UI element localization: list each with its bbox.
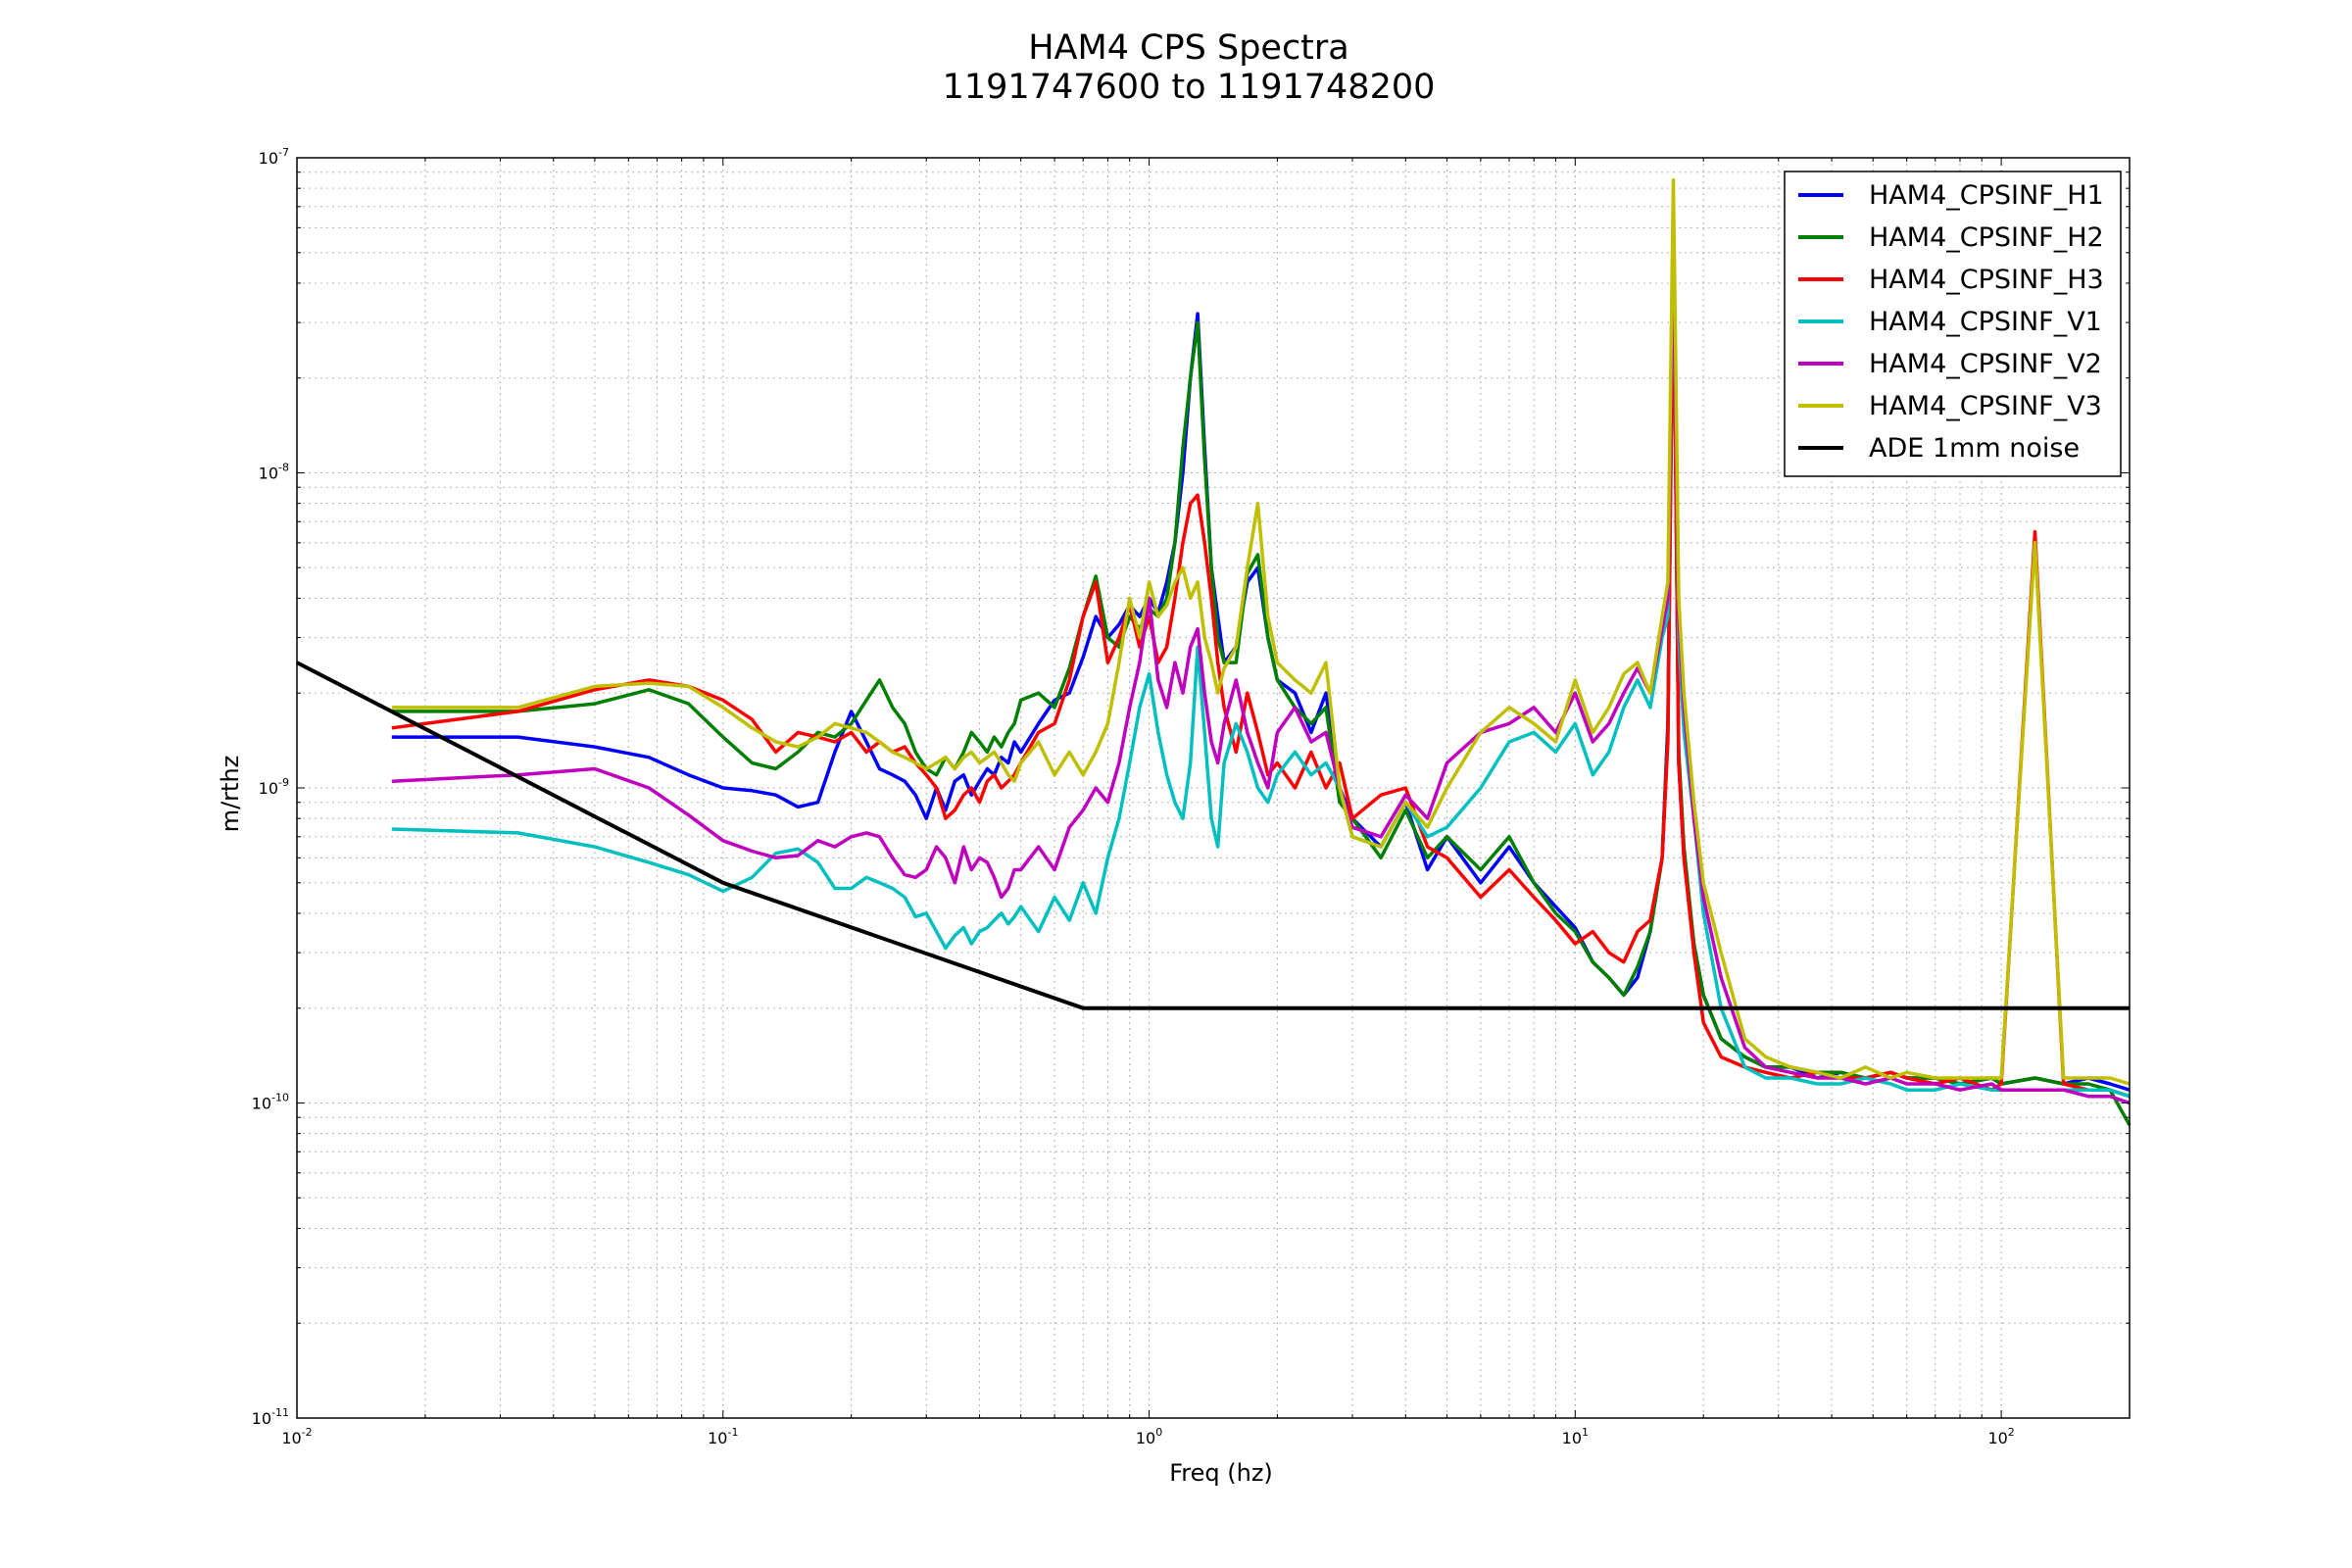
series-line-ham4-cpsinf-h3 <box>391 251 2131 1099</box>
y-tick-label: 10-8 <box>259 462 289 483</box>
legend-label: HAM4_CPSINF_H1 <box>1869 180 2104 211</box>
legend-label: HAM4_CPSINF_V1 <box>1869 307 2102 337</box>
y-tick-labels: 10-11 10-10 10-9 10-8 10-7 <box>252 146 289 1428</box>
legend: HAM4_CPSINF_H1 HAM4_CPSINF_H2 HAM4_CPSINF_… <box>1784 171 2122 477</box>
legend-label: ADE 1mm noise <box>1869 433 2080 464</box>
y-tick-label: 10-11 <box>252 1406 289 1428</box>
series-line-ham4-cpsinf-v1 <box>391 225 2131 1099</box>
y-axis-label: m/rthz <box>217 756 244 833</box>
x-tick-labels: 10-2 10-1 100 101 102 <box>281 1426 2014 1447</box>
legend-label: HAM4_CPSINF_V2 <box>1869 349 2102 379</box>
legend-label: HAM4_CPSINF_V3 <box>1869 391 2102 421</box>
chart-subtitle: 1191747600 to 1191748200 <box>943 68 1436 107</box>
y-tick-label: 10-9 <box>259 776 289 798</box>
y-tick-label: 10-7 <box>259 146 289 168</box>
x-tick-label: 10-1 <box>708 1426 738 1447</box>
chart-title: HAM4 CPS Spectra <box>1028 28 1349 68</box>
series-line-ham4-cpsinf-v2 <box>391 237 2131 1105</box>
x-axis-label: Freq (hz) <box>1169 1459 1273 1487</box>
x-tick-label: 100 <box>1136 1426 1162 1447</box>
legend-box <box>1784 171 2122 477</box>
legend-label: HAM4_CPSINF_H3 <box>1869 265 2104 295</box>
series-layer <box>296 177 2132 1127</box>
tick-marks <box>296 157 2131 1419</box>
series-line-ade-1mm-noise <box>296 661 2130 1010</box>
x-tick-label: 102 <box>1987 1426 2014 1447</box>
x-tick-label: 10-2 <box>281 1426 312 1447</box>
legend-label: HAM4_CPSINF_H2 <box>1869 222 2104 253</box>
y-tick-label: 10-10 <box>252 1092 289 1113</box>
x-tick-label: 101 <box>1562 1426 1589 1447</box>
